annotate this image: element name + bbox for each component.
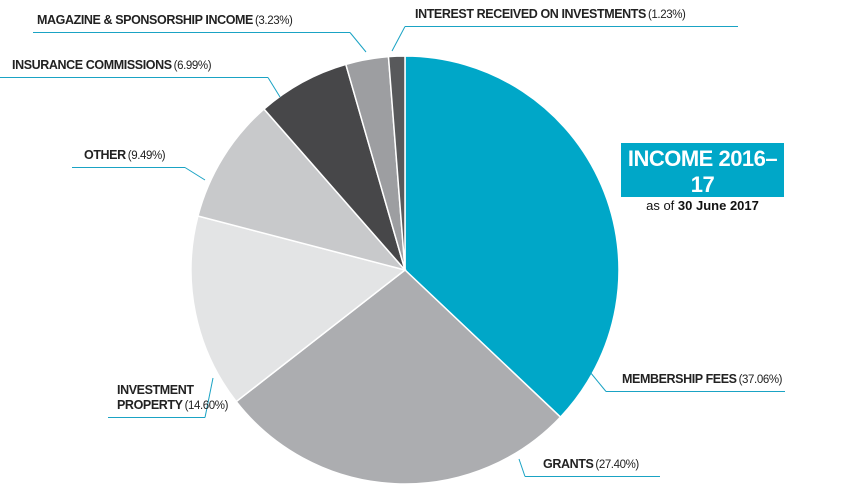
chart-subtitle: as of 30 June 2017: [621, 198, 784, 214]
slice-label: MEMBERSHIP FEES (37.06%): [606, 372, 785, 392]
title-box: INCOME 2016–17 as of 30 June 2017: [621, 143, 784, 213]
slice-label: INVESTMENT PROPERTY (14.60%): [108, 383, 228, 418]
chart-title: INCOME 2016–17: [627, 146, 778, 197]
subtitle-date: 30 June 2017: [677, 198, 759, 213]
leader-line: [518, 458, 526, 477]
category-name: INSURANCE COMMISSIONS: [12, 58, 172, 72]
category-name: INTEREST RECEIVED ON INVESTMENTS: [415, 7, 646, 21]
category-name: GRANTS: [543, 457, 594, 471]
category-name: MEMBERSHIP FEES: [622, 372, 737, 386]
value-label: (27.40%): [595, 459, 639, 471]
leader-line: [184, 167, 206, 181]
slice-label: OTHER (9.49%): [72, 148, 185, 168]
value-label: (37.06%): [738, 374, 783, 386]
category-name: INVESTMENT PROPERTY: [117, 383, 194, 412]
category-name: MAGAZINE & SPONSORSHIP INCOME: [37, 13, 253, 27]
slice-label: MAGAZINE & SPONSORSHIP INCOME (3.23%): [33, 13, 350, 33]
leader-line: [349, 32, 367, 53]
category-name: OTHER: [84, 148, 126, 162]
leader-line: [267, 77, 281, 98]
leader-line: [589, 371, 607, 392]
leader-line: [391, 26, 406, 52]
value-label: (1.23%): [647, 9, 686, 21]
slice-label: GRANTS (27.40%): [525, 457, 660, 477]
pie-slice: [197, 107, 408, 272]
value-label: (6.99%): [173, 60, 212, 72]
slice-label: INTEREST RECEIVED ON INVESTMENTS (1.23%): [405, 7, 738, 27]
value-label: (14.60%): [184, 400, 229, 412]
pie-slice: [235, 269, 562, 485]
leader-line: [204, 377, 214, 418]
pie-slice: [190, 215, 407, 403]
pie-slice: [404, 55, 620, 419]
subtitle-text: as of: [646, 198, 675, 213]
value-label: (9.49%): [127, 150, 166, 162]
value-label: (3.23%): [254, 15, 293, 27]
pie-slice: [387, 55, 406, 271]
slice-label: INSURANCE COMMISSIONS (6.99%): [0, 58, 268, 78]
